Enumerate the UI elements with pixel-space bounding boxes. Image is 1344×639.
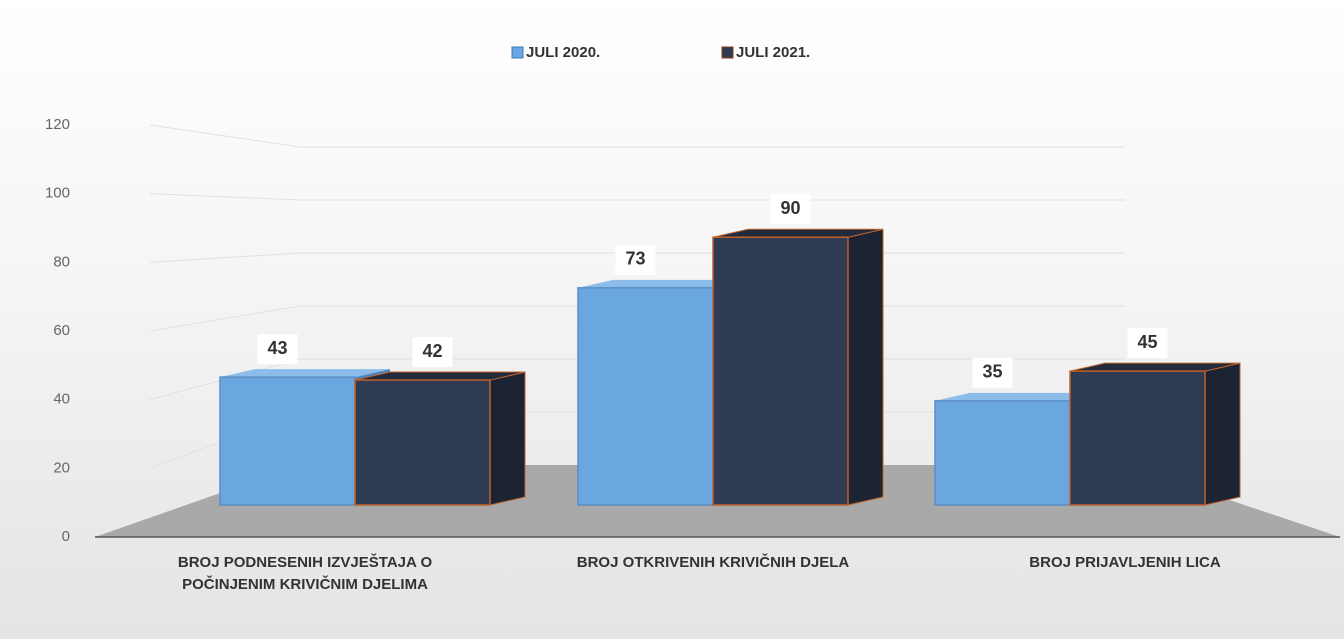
value-label: 73 [625,249,645,269]
bar-front [934,400,1071,506]
bar-front [1069,370,1206,506]
bar [354,371,526,506]
bar-front [219,376,356,506]
bar-top [935,392,1105,401]
bar-front [712,236,849,506]
bar-top [578,279,748,288]
legend-label: JULI 2021. [736,44,810,61]
value-label: 35 [982,362,1002,382]
grid-line [149,193,1125,201]
y-tick-label: 0 [62,528,70,545]
legend-swatch [721,46,734,59]
bar-top [220,369,390,378]
x-tick-label: BROJ OTKRIVENIH KRIVIČNIH DJELA [576,554,850,571]
y-tick-label: 80 [53,253,70,270]
bar-front [577,287,714,506]
value-label-box [1127,328,1168,359]
x-tick-label: BROJ PRIJAVLJENIH LICA [1029,554,1221,571]
grid-line [149,124,1125,148]
y-tick-label: 60 [53,322,70,339]
value-label-box [257,334,298,365]
value-label: 45 [1137,332,1157,352]
value-label: 90 [780,198,800,218]
bar-side [847,228,884,506]
bar [1069,362,1241,506]
legend-label: JULI 2020. [526,44,600,61]
legend-swatch [511,46,524,59]
bar-front [354,379,491,506]
y-tick-label: 20 [53,459,70,476]
y-tick-label: 120 [45,116,70,133]
value-label-box [972,357,1013,388]
value-label-box [615,244,656,275]
value-label: 42 [422,341,442,361]
value-label: 43 [267,338,287,358]
bar-side [489,371,526,506]
value-label-box [412,337,453,368]
x-tick-label: BROJ PODNESENIH IZVJEŠTAJA O POČINJENIM … [177,554,433,593]
y-tick-label: 100 [45,185,70,202]
value-label-box [770,194,811,225]
bar-side [1204,362,1241,506]
bar [712,228,884,506]
y-tick-label: 40 [53,391,70,408]
